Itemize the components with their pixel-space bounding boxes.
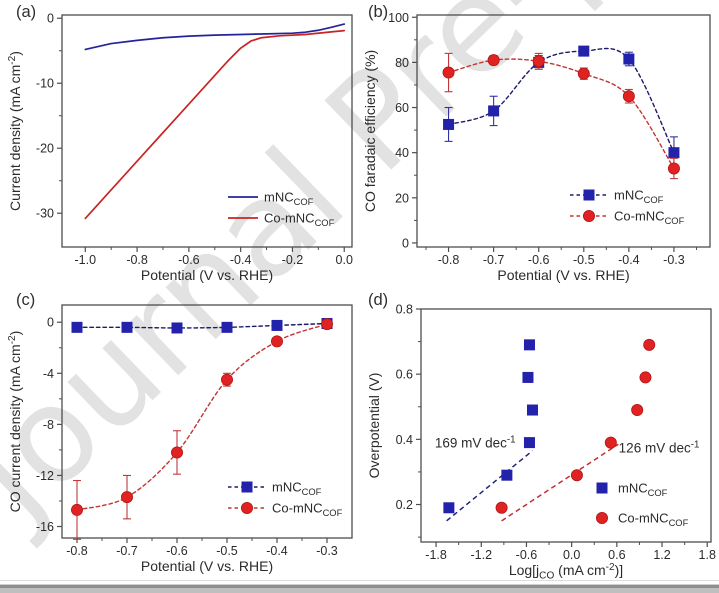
svg-text:-12: -12 — [36, 469, 54, 483]
svg-text:0.0: 0.0 — [336, 253, 353, 267]
svg-text:-0.4: -0.4 — [230, 253, 252, 267]
page-edge-line — [0, 580, 719, 581]
panel-a-chart: -1.0 -0.8 -0.6 -0.4 -0.2 0.0 0 -10 -20 -30 Potenti… — [0, 0, 360, 293]
svg-text:Co-mNCCOF: Co-mNCCOF — [272, 501, 343, 519]
svg-text:-0.4: -0.4 — [266, 544, 288, 558]
svg-text:0.2: 0.2 — [396, 498, 413, 512]
chart-svg-c: -0.8 -0.7 -0.6 -0.5 -0.4 -0.3 0 -4 -8 -12 -16 Poten… — [7, 304, 353, 574]
svg-text:Potential (V vs. RHE): Potential (V vs. RHE) — [141, 267, 273, 283]
svg-text:126 mV dec-1: 126 mV dec-1 — [619, 439, 700, 455]
svg-text:-20: -20 — [36, 142, 54, 156]
svg-text:169 mV dec-1: 169 mV dec-1 — [435, 434, 516, 450]
svg-text:-1.0: -1.0 — [75, 253, 97, 267]
svg-text:60: 60 — [395, 101, 409, 115]
panel-c-chart: -0.8 -0.7 -0.6 -0.5 -0.4 -0.3 0 -4 -8 -12 -16 Poten… — [0, 288, 360, 593]
panel-b-chart: -0.8 -0.7 -0.6 -0.5 -0.4 -0.3 0 20 40 60 80 100 Pote… — [360, 0, 719, 293]
svg-text:Current density (mA cm-2): Current density (mA cm-2) — [7, 51, 23, 211]
svg-text:-0.5: -0.5 — [573, 253, 595, 267]
svg-text:80: 80 — [395, 56, 409, 70]
page-edge-band — [0, 588, 719, 593]
svg-text:-0.7: -0.7 — [116, 544, 138, 558]
svg-text:0.6: 0.6 — [396, 368, 413, 382]
svg-text:0: 0 — [402, 236, 409, 250]
svg-text:-0.3: -0.3 — [316, 544, 338, 558]
svg-text:0: 0 — [47, 316, 54, 330]
svg-text:1.8: 1.8 — [699, 548, 716, 562]
svg-text:Potential (V vs. RHE): Potential (V vs. RHE) — [141, 558, 273, 574]
svg-text:-30: -30 — [36, 207, 54, 221]
panel-label-d: (d) — [368, 291, 389, 309]
svg-text:Co-mNCCOF: Co-mNCCOF — [618, 511, 689, 529]
page-edge-shadow — [0, 585, 719, 588]
svg-text:-0.6: -0.6 — [166, 544, 188, 558]
svg-text:Potential (V vs. RHE): Potential (V vs. RHE) — [497, 267, 629, 283]
svg-text:-10: -10 — [36, 77, 54, 91]
svg-text:0.8: 0.8 — [396, 303, 413, 317]
svg-text:20: 20 — [395, 191, 409, 205]
svg-text:mNCCOF: mNCCOF — [264, 190, 314, 208]
svg-text:-0.8: -0.8 — [66, 544, 88, 558]
svg-text:-16: -16 — [36, 520, 54, 534]
svg-text:mNCCOF: mNCCOF — [272, 480, 322, 498]
svg-text:1.2: 1.2 — [653, 548, 670, 562]
svg-text:Co-mNCCOF: Co-mNCCOF — [264, 211, 335, 229]
svg-text:mNCCOF: mNCCOF — [614, 188, 664, 206]
svg-text:mNCCOF: mNCCOF — [618, 481, 668, 499]
svg-text:CO faradaic efficiency (%): CO faradaic efficiency (%) — [362, 50, 378, 212]
page-edge-line — [0, 584, 719, 585]
svg-text:Overpotential (V): Overpotential (V) — [366, 373, 382, 479]
svg-text:-4: -4 — [43, 367, 54, 381]
svg-text:-0.4: -0.4 — [618, 253, 640, 267]
svg-text:0.4: 0.4 — [396, 433, 413, 447]
panel-d-chart: -1.8 -1.2 -0.6 0.0 0.6 1.2 1.8 0.2 0.4 0.6 0.8 Log[… — [360, 288, 719, 593]
panel-label-a: (a) — [16, 3, 37, 21]
svg-text:100: 100 — [388, 11, 409, 25]
svg-text:-0.7: -0.7 — [483, 253, 505, 267]
panel-label-b: (b) — [368, 3, 389, 21]
svg-text:0: 0 — [47, 12, 54, 26]
svg-text:-1.2: -1.2 — [470, 548, 492, 562]
svg-text:-0.6: -0.6 — [178, 253, 200, 267]
svg-text:-8: -8 — [43, 418, 54, 432]
svg-text:0.6: 0.6 — [608, 548, 625, 562]
svg-text:-0.6: -0.6 — [516, 548, 538, 562]
chart-svg-b: -0.8 -0.7 -0.6 -0.5 -0.4 -0.3 0 20 40 60 80 100 Pote… — [362, 11, 711, 283]
svg-text:-1.8: -1.8 — [425, 548, 447, 562]
chart-svg-a: -1.0 -0.8 -0.6 -0.4 -0.2 0.0 0 -10 -20 -30 Potenti… — [7, 12, 353, 283]
svg-text:-0.8: -0.8 — [126, 253, 148, 267]
svg-text:Co-mNCCOF: Co-mNCCOF — [614, 209, 685, 227]
svg-text:Log[jCO (mA cm-2)]: Log[jCO (mA cm-2)] — [509, 562, 623, 582]
panel-label-c: (c) — [16, 291, 36, 309]
svg-text:-0.8: -0.8 — [438, 253, 460, 267]
svg-text:CO current density (mA cm-2): CO current density (mA cm-2) — [7, 331, 23, 513]
svg-text:-0.3: -0.3 — [663, 253, 685, 267]
svg-text:40: 40 — [395, 146, 409, 160]
svg-text:-0.6: -0.6 — [528, 253, 550, 267]
svg-text:0.0: 0.0 — [563, 548, 580, 562]
svg-text:-0.2: -0.2 — [282, 253, 304, 267]
chart-svg-d: -1.8 -1.2 -0.6 0.0 0.6 1.2 1.8 0.2 0.4 0.6 0.8 Log[… — [366, 303, 716, 582]
svg-text:-0.5: -0.5 — [216, 544, 238, 558]
